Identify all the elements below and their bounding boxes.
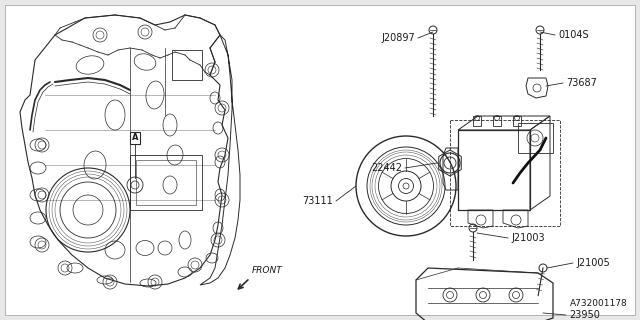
Text: 22442: 22442 bbox=[371, 163, 402, 173]
Bar bbox=[172, 50, 202, 80]
Text: A: A bbox=[132, 133, 138, 142]
Bar bbox=[450, 120, 560, 226]
Text: A732001178: A732001178 bbox=[570, 299, 628, 308]
Bar bbox=[130, 155, 202, 210]
Bar bbox=[473, 116, 481, 126]
Text: J21005: J21005 bbox=[576, 258, 610, 268]
Text: J20897: J20897 bbox=[381, 33, 415, 43]
Bar bbox=[493, 116, 501, 126]
Bar bbox=[136, 160, 196, 205]
Text: 23950: 23950 bbox=[569, 310, 600, 320]
Text: J21003: J21003 bbox=[511, 233, 545, 243]
Text: 73111: 73111 bbox=[302, 196, 333, 206]
Bar bbox=[518, 123, 553, 153]
Bar bbox=[513, 116, 521, 126]
Text: 73687: 73687 bbox=[566, 78, 597, 88]
Bar bbox=[458, 130, 530, 210]
Text: FRONT: FRONT bbox=[252, 266, 283, 275]
Text: 0104S: 0104S bbox=[558, 30, 589, 40]
